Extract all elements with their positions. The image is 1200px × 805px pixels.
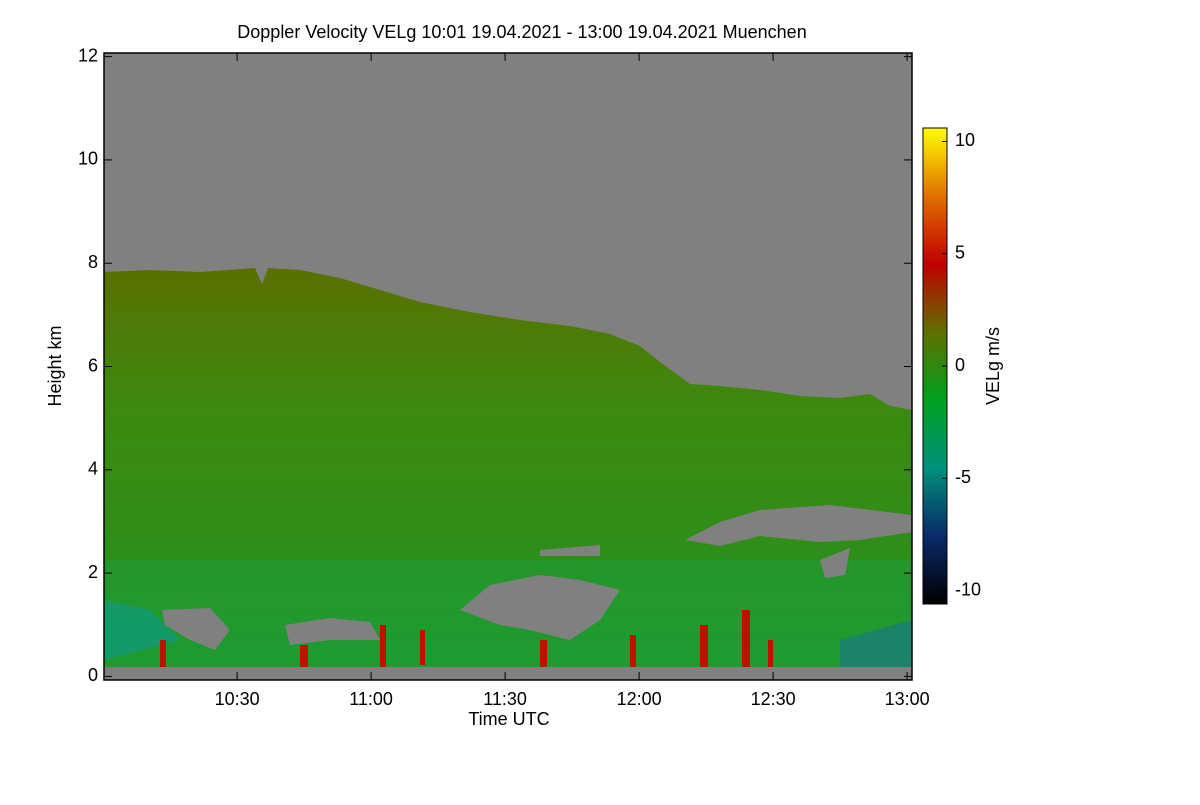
colorbar-tick-label: -5: [955, 467, 971, 487]
x-axis-label: Time UTC: [468, 709, 549, 729]
downdraft-streaks: [160, 610, 773, 670]
velocity-field: [104, 53, 912, 680]
x-tick-label: 10:30: [215, 689, 260, 709]
y-tick-label: 6: [88, 355, 98, 375]
gap: [285, 618, 380, 645]
gap: [540, 545, 600, 556]
colorbar-label: VELg m/s: [983, 327, 1003, 405]
colorbar-tick-label: 10: [955, 130, 975, 150]
x-tick-label: 11:30: [483, 689, 527, 709]
blind-zone: [104, 667, 912, 680]
gap: [820, 548, 850, 578]
y-tick-label: 4: [88, 459, 98, 479]
gap: [685, 505, 912, 546]
y-tick-label: 2: [88, 562, 98, 582]
colorbar-tick-label: -10: [955, 579, 981, 599]
gap: [162, 608, 230, 650]
y-axis-label: Height km: [45, 325, 65, 406]
chart-title: Doppler Velocity VELg 10:01 19.04.2021 -…: [237, 22, 806, 42]
y-tick-label: 10: [78, 149, 98, 169]
gap: [460, 575, 620, 640]
colorbar-tick-label: 0: [955, 355, 965, 375]
x-tick-label: 12:30: [751, 689, 796, 709]
x-tick-label: 12:00: [617, 689, 662, 709]
updraft: [840, 620, 912, 675]
colorbar-tick-label: 5: [955, 242, 965, 262]
y-tick-label: 8: [88, 252, 98, 272]
y-tick-label: 0: [88, 665, 98, 685]
x-tick-label: 11:00: [349, 689, 393, 709]
x-tick-label: 13:00: [885, 689, 930, 709]
y-tick-label: 12: [78, 45, 98, 65]
